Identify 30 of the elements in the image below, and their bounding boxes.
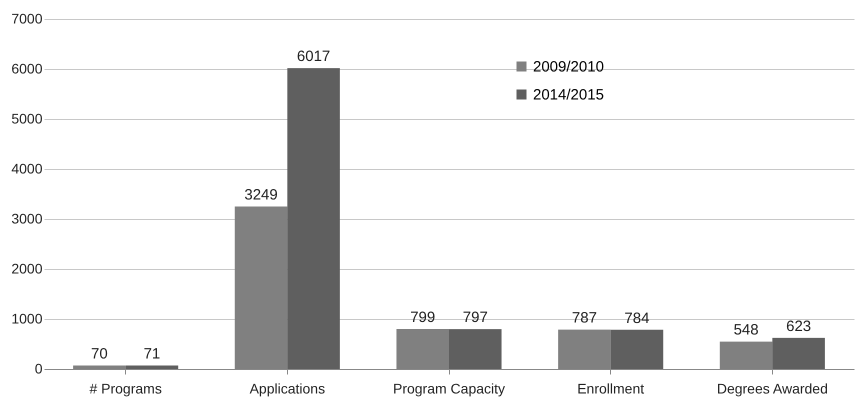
data-label: 71: [144, 345, 160, 362]
data-label: 797: [462, 309, 488, 326]
x-tick-label: Applications: [250, 380, 326, 396]
x-tick-label: Program Capacity: [392, 380, 506, 396]
data-label: 6017: [296, 48, 330, 66]
x-tick-label: # Programs: [89, 380, 162, 396]
legend-label: 2009/2010: [533, 58, 604, 76]
data-label: 799: [410, 309, 436, 326]
y-tick-label: 0: [34, 360, 43, 376]
legend-label: 2014/2015: [533, 86, 604, 104]
data-label: 3249: [244, 186, 278, 204]
data-label: 548: [734, 322, 759, 339]
x-tick-label: Enrollment: [577, 380, 644, 396]
x-tick-label: Degrees Awarded: [716, 380, 828, 396]
data-label: 623: [786, 318, 812, 335]
y-tick-label: 3000: [11, 210, 43, 226]
y-tick-label: 1000: [11, 310, 43, 326]
data-label: 784: [624, 310, 650, 327]
y-tick-label: 4000: [11, 160, 43, 176]
bar: [287, 68, 340, 369]
y-tick-label: 5000: [11, 110, 43, 126]
bar: [772, 338, 825, 369]
data-label: 70: [91, 346, 108, 362]
bar: [126, 365, 178, 369]
y-tick-label: 7000: [11, 10, 43, 26]
data-label: 787: [572, 310, 597, 327]
bar: [449, 329, 502, 369]
y-tick-label: 6000: [11, 60, 43, 76]
bar: [610, 330, 664, 369]
y-tick-label: 2000: [11, 260, 43, 276]
